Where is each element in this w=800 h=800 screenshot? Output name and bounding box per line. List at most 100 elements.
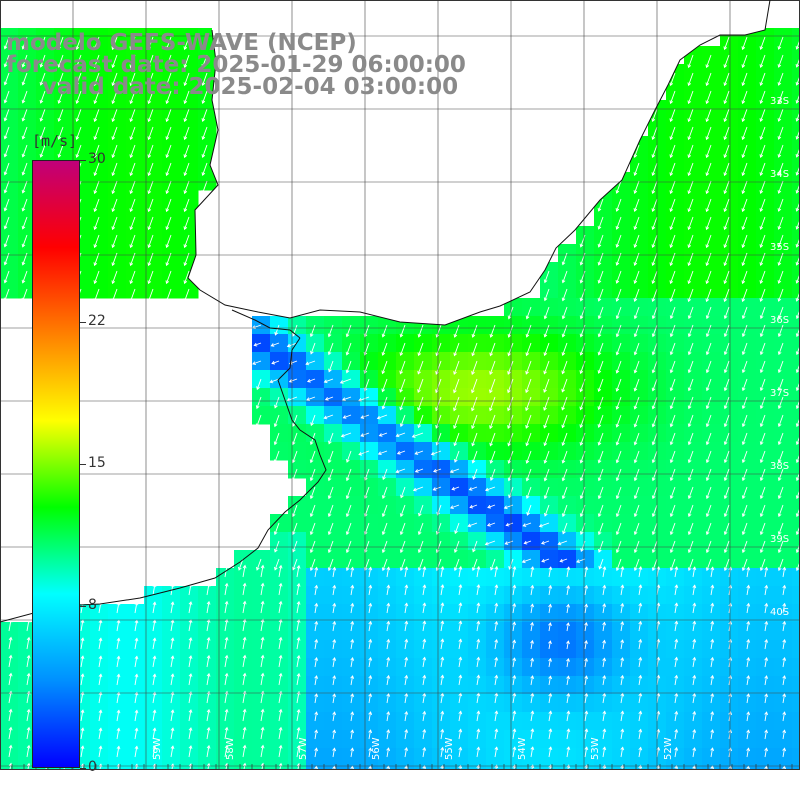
wind-arrow bbox=[58, 90, 64, 104]
wind-arrow-head bbox=[597, 207, 602, 212]
wind-arrow bbox=[620, 747, 624, 758]
wind-arrow bbox=[184, 126, 190, 140]
wind-arrow-head bbox=[288, 379, 293, 383]
wind-arrow-head bbox=[615, 459, 620, 464]
wind-speed-cell bbox=[720, 622, 739, 641]
wind-arrow-head bbox=[728, 602, 733, 607]
wind-arrow-head bbox=[472, 548, 476, 553]
wind-speed-cell bbox=[36, 766, 55, 770]
wind-arrow-head bbox=[39, 135, 44, 140]
wind-arrow bbox=[8, 745, 12, 758]
wind-arrow bbox=[436, 522, 442, 535]
wind-arrow bbox=[435, 396, 442, 411]
wind-arrow bbox=[512, 585, 516, 596]
wind-arrow-head bbox=[116, 709, 121, 714]
wind-arrow-head bbox=[440, 566, 445, 570]
wind-arrow bbox=[471, 432, 478, 446]
wind-arrow bbox=[364, 504, 370, 517]
wind-arrow-head bbox=[458, 602, 463, 607]
wind-arrow bbox=[350, 621, 354, 632]
wind-speed-cell bbox=[666, 568, 685, 587]
wind-arrow-head bbox=[201, 100, 206, 104]
wind-arrow-head bbox=[170, 583, 175, 588]
wind-arrow bbox=[670, 396, 676, 409]
wind-arrow bbox=[341, 432, 352, 437]
wind-arrow bbox=[760, 126, 766, 140]
wind-arrow-head bbox=[93, 244, 98, 249]
wind-arrow bbox=[548, 585, 552, 596]
wind-arrow bbox=[242, 637, 246, 650]
valid-date: valid date: 2025-02-04 03:00:00 bbox=[42, 74, 459, 100]
wind-arrow bbox=[692, 603, 696, 614]
wind-arrow bbox=[76, 72, 82, 86]
wind-speed-cell bbox=[306, 604, 325, 623]
wind-arrow-head bbox=[795, 477, 800, 482]
wind-arrow-head bbox=[116, 745, 121, 750]
wind-arrow bbox=[130, 162, 136, 176]
wind-speed-cell bbox=[522, 514, 541, 533]
wind-arrow-head bbox=[512, 692, 517, 697]
wind-arrow-head bbox=[633, 298, 638, 302]
wind-speed-cell bbox=[180, 730, 199, 749]
wind-arrow bbox=[494, 566, 498, 578]
wind-arrow-head bbox=[782, 765, 787, 770]
wind-speed-cell bbox=[504, 496, 523, 515]
wind-arrow-head bbox=[723, 387, 728, 392]
wind-arrow bbox=[382, 360, 388, 374]
wind-arrow-head bbox=[777, 567, 782, 572]
wind-arrow bbox=[112, 180, 118, 194]
wind-speed-cell bbox=[396, 586, 415, 605]
wind-speed-cell bbox=[540, 694, 559, 713]
wind-arrow bbox=[396, 432, 406, 437]
wind-arrow-head bbox=[759, 333, 764, 338]
wind-arrow-head bbox=[129, 172, 134, 177]
wind-speed-cell bbox=[792, 172, 800, 191]
wind-arrow bbox=[98, 656, 102, 668]
wind-arrow-head bbox=[584, 621, 588, 626]
wind-arrow bbox=[620, 675, 624, 686]
wind-arrow bbox=[472, 558, 478, 571]
wind-arrow-head bbox=[741, 172, 746, 177]
wind-arrow bbox=[166, 234, 172, 248]
wind-arrow bbox=[639, 765, 642, 770]
wind-arrow bbox=[400, 486, 406, 498]
wind-speed-cell bbox=[324, 604, 343, 623]
wind-speed-cell bbox=[576, 568, 595, 587]
coastline-segment bbox=[0, 337, 327, 623]
wind-arrow bbox=[706, 216, 712, 230]
wind-arrow bbox=[778, 108, 784, 122]
wind-arrow-head bbox=[291, 423, 296, 427]
wind-arrow bbox=[742, 558, 748, 571]
wind-arrow bbox=[670, 414, 676, 427]
wind-speed-cell bbox=[126, 748, 145, 767]
wind-arrow-head bbox=[309, 477, 314, 482]
wind-arrow-head bbox=[432, 487, 437, 491]
wind-arrow bbox=[242, 601, 246, 614]
wind-arrow-head bbox=[597, 261, 602, 266]
wind-arrow bbox=[760, 306, 766, 319]
wind-arrow-head bbox=[795, 261, 800, 266]
wind-arrow bbox=[638, 711, 642, 722]
wind-arrow bbox=[242, 673, 246, 686]
wind-speed-cell bbox=[126, 694, 145, 713]
wind-arrow-head bbox=[368, 675, 373, 679]
wind-arrow bbox=[94, 54, 100, 68]
wind-arrow-head bbox=[651, 333, 656, 338]
wind-arrow-head bbox=[525, 370, 529, 375]
wind-arrow bbox=[706, 396, 712, 409]
wind-arrow-head bbox=[8, 744, 13, 749]
wind-arrow bbox=[441, 765, 444, 770]
wind-arrow bbox=[22, 288, 28, 301]
wind-speed-cell bbox=[486, 640, 505, 659]
wind-arrow-head bbox=[687, 387, 692, 392]
wind-arrow bbox=[170, 638, 174, 650]
wind-arrow bbox=[530, 746, 534, 758]
wind-arrow bbox=[764, 657, 768, 668]
wind-arrow-head bbox=[530, 710, 535, 715]
wind-arrow bbox=[188, 637, 192, 650]
longitude-label: 59W bbox=[152, 737, 163, 760]
wind-arrow bbox=[652, 108, 658, 122]
wind-arrow-head bbox=[746, 620, 751, 625]
wind-arrow bbox=[368, 675, 372, 686]
wind-arrow bbox=[652, 540, 658, 553]
